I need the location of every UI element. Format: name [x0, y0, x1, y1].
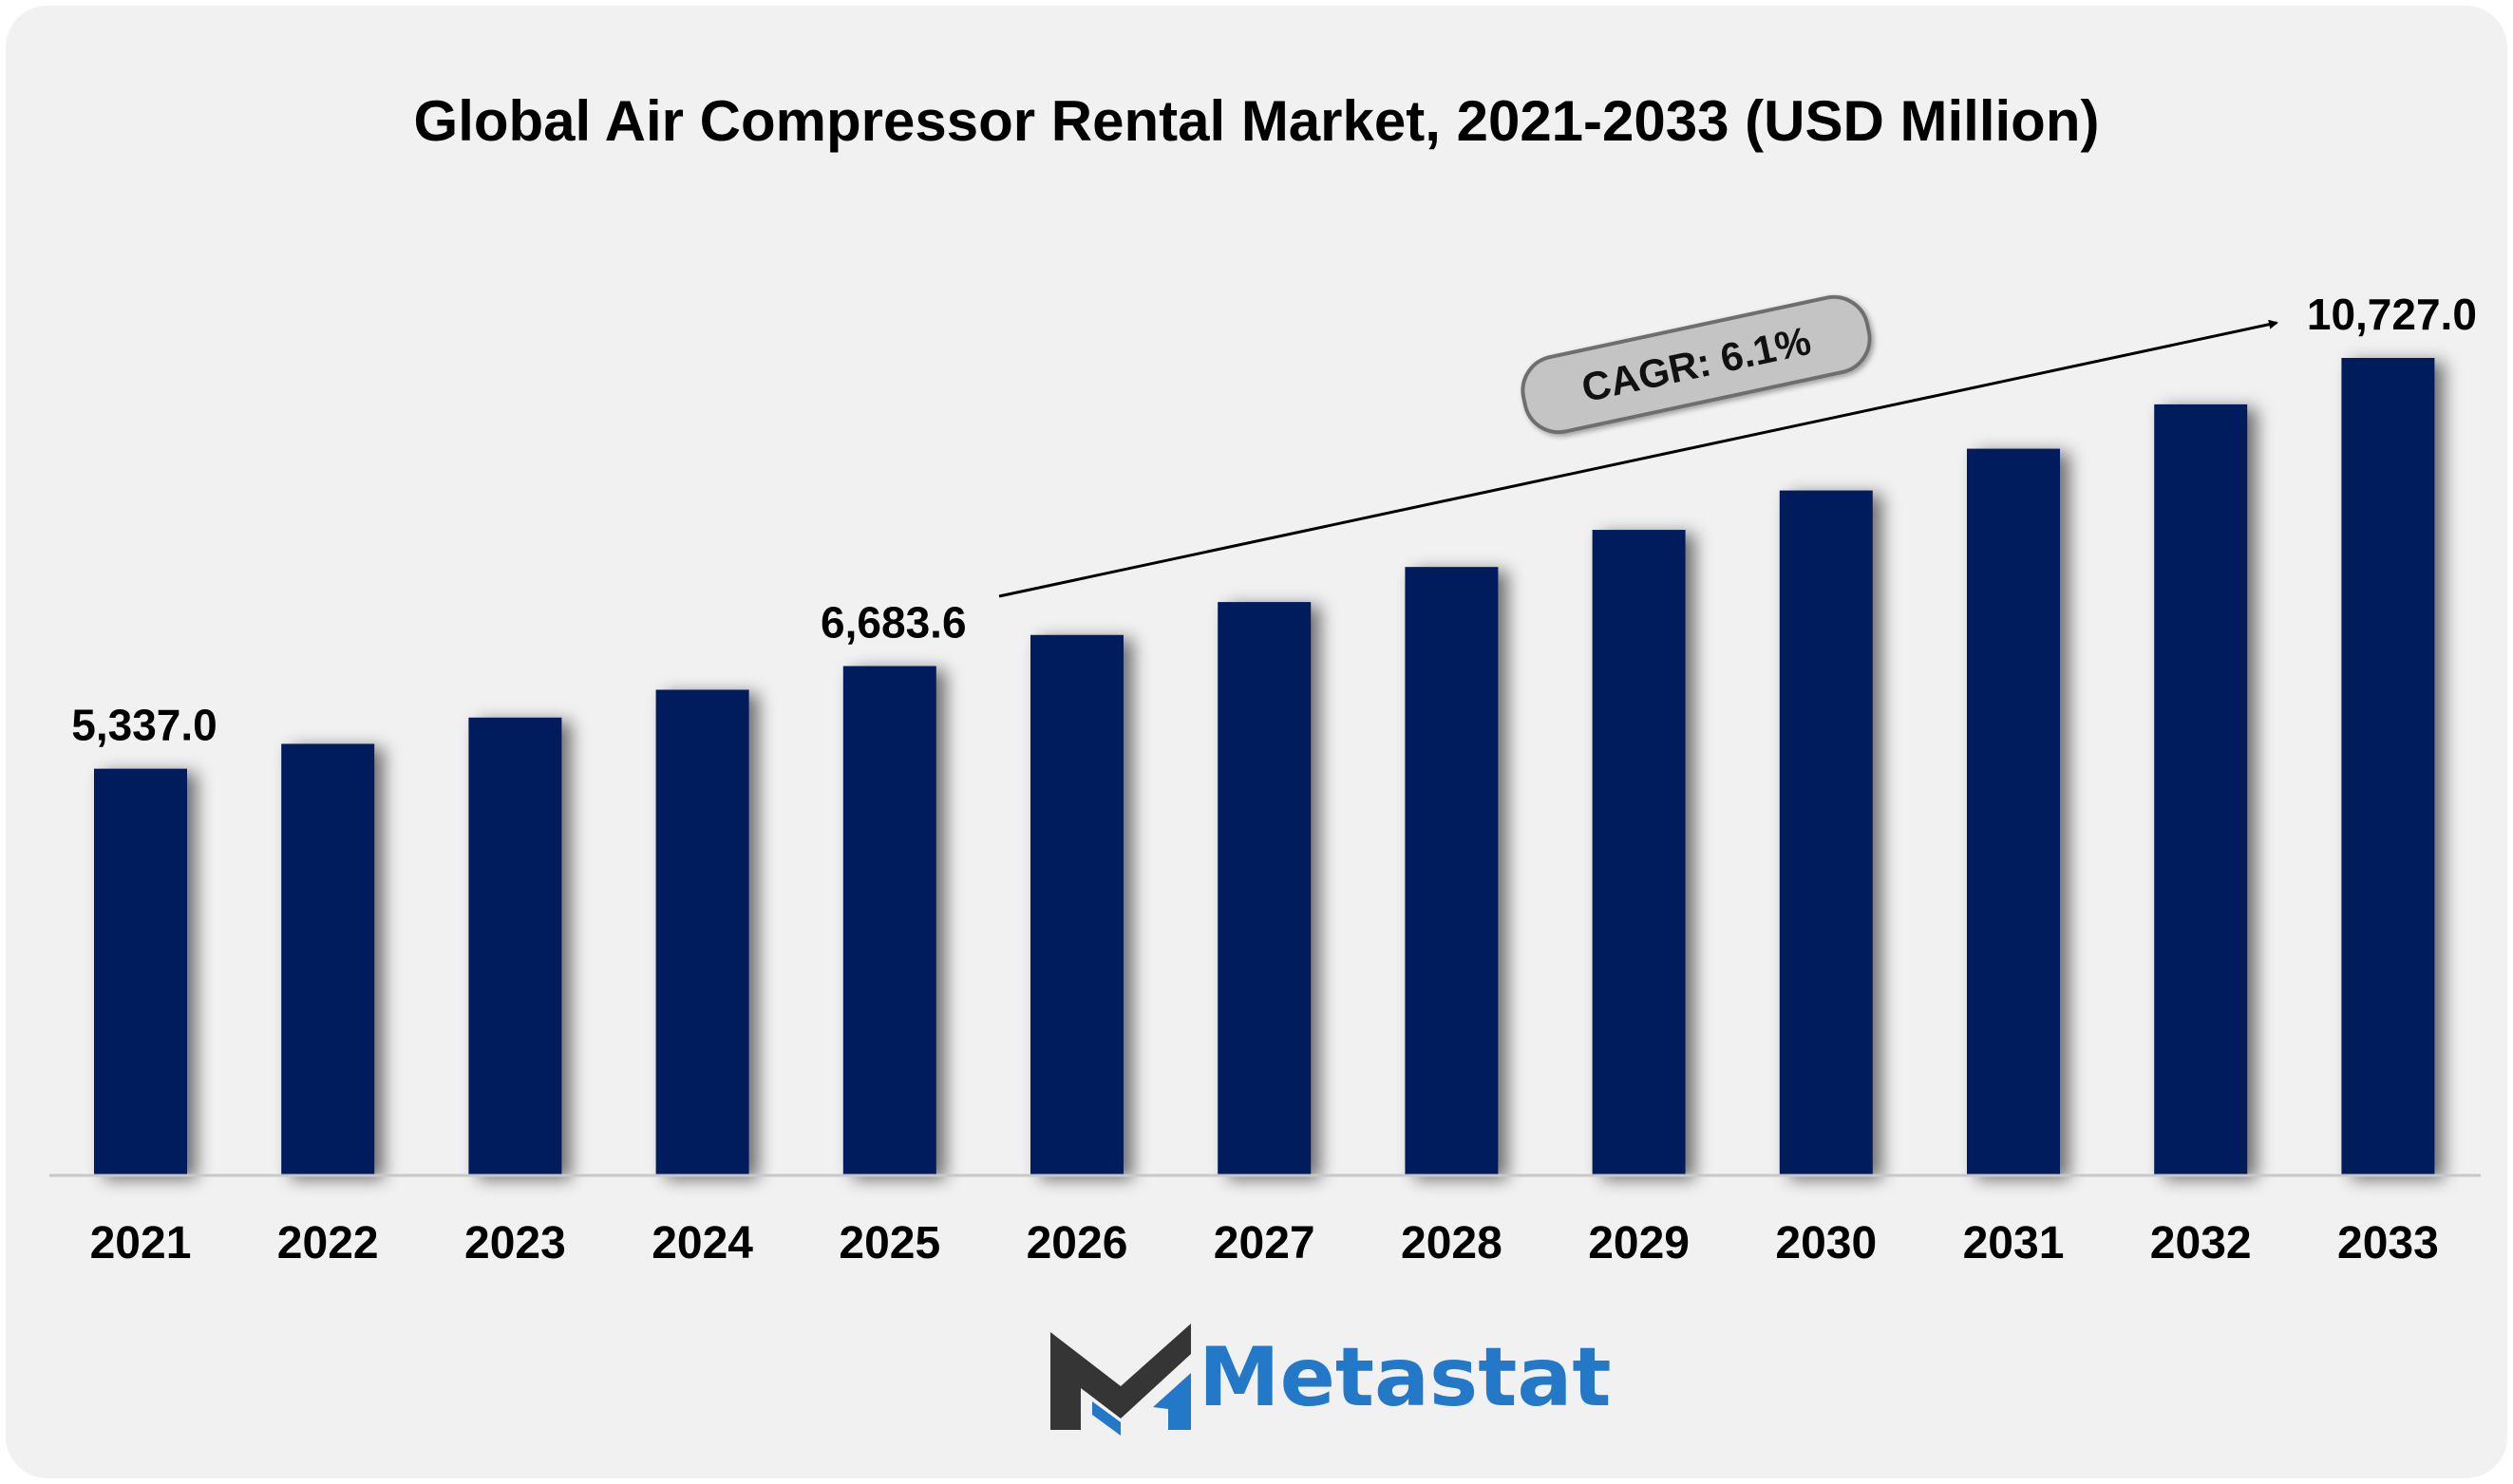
x-tick-2032: 2032 — [2150, 1218, 2252, 1268]
bar-2023 — [468, 717, 562, 1175]
x-tick-2028: 2028 — [1401, 1218, 1502, 1268]
x-tick-2022: 2022 — [277, 1218, 379, 1268]
data-label-2033: 10,727.0 — [2307, 290, 2477, 339]
bar-2021 — [94, 768, 187, 1175]
x-tick-2031: 2031 — [1963, 1218, 2065, 1268]
bar-2028 — [1405, 567, 1499, 1175]
brand-name: Metastat — [1199, 1330, 1612, 1425]
x-tick-labels: 2021 2022 2023 2024 2025 2026 2027 2028 2029 2030… — [90, 1218, 2439, 1268]
x-tick-2024: 2024 — [652, 1218, 753, 1268]
cagr-arrow — [998, 319, 2278, 598]
x-tick-2025: 2025 — [839, 1218, 940, 1268]
bar-2026 — [1030, 634, 1124, 1175]
x-tick-2027: 2027 — [1214, 1218, 1315, 1268]
bar-2029 — [1592, 530, 1686, 1175]
x-tick-2030: 2030 — [1775, 1218, 1877, 1268]
data-label-2025: 6,683.6 — [821, 598, 966, 648]
bar-group — [94, 358, 2435, 1175]
data-label-2021: 5,337.0 — [71, 701, 217, 750]
metastat-m-logo-icon — [1050, 1324, 1191, 1436]
bar-2022 — [281, 743, 375, 1175]
x-tick-2021: 2021 — [90, 1218, 192, 1268]
bar-2033 — [2341, 358, 2435, 1175]
bar-2030 — [1779, 490, 1873, 1175]
bar-2024 — [655, 689, 749, 1175]
chart-title: Global Air Compressor Rental Market, 202… — [414, 89, 2100, 153]
bar-2031 — [1967, 448, 2060, 1175]
brand-logo: Metastat — [1050, 1324, 1612, 1436]
cagr-badge: CAGR: 6.1% — [1521, 294, 1872, 435]
bar-2025 — [842, 666, 936, 1175]
bar-2032 — [2154, 404, 2248, 1175]
data-labels: 5,337.0 6,683.6 10,727.0 — [71, 290, 2477, 750]
x-tick-2033: 2033 — [2337, 1218, 2439, 1268]
x-tick-2029: 2029 — [1588, 1218, 1690, 1268]
x-tick-2023: 2023 — [464, 1218, 566, 1268]
x-tick-2026: 2026 — [1027, 1218, 1128, 1268]
bar-2027 — [1218, 602, 1312, 1175]
